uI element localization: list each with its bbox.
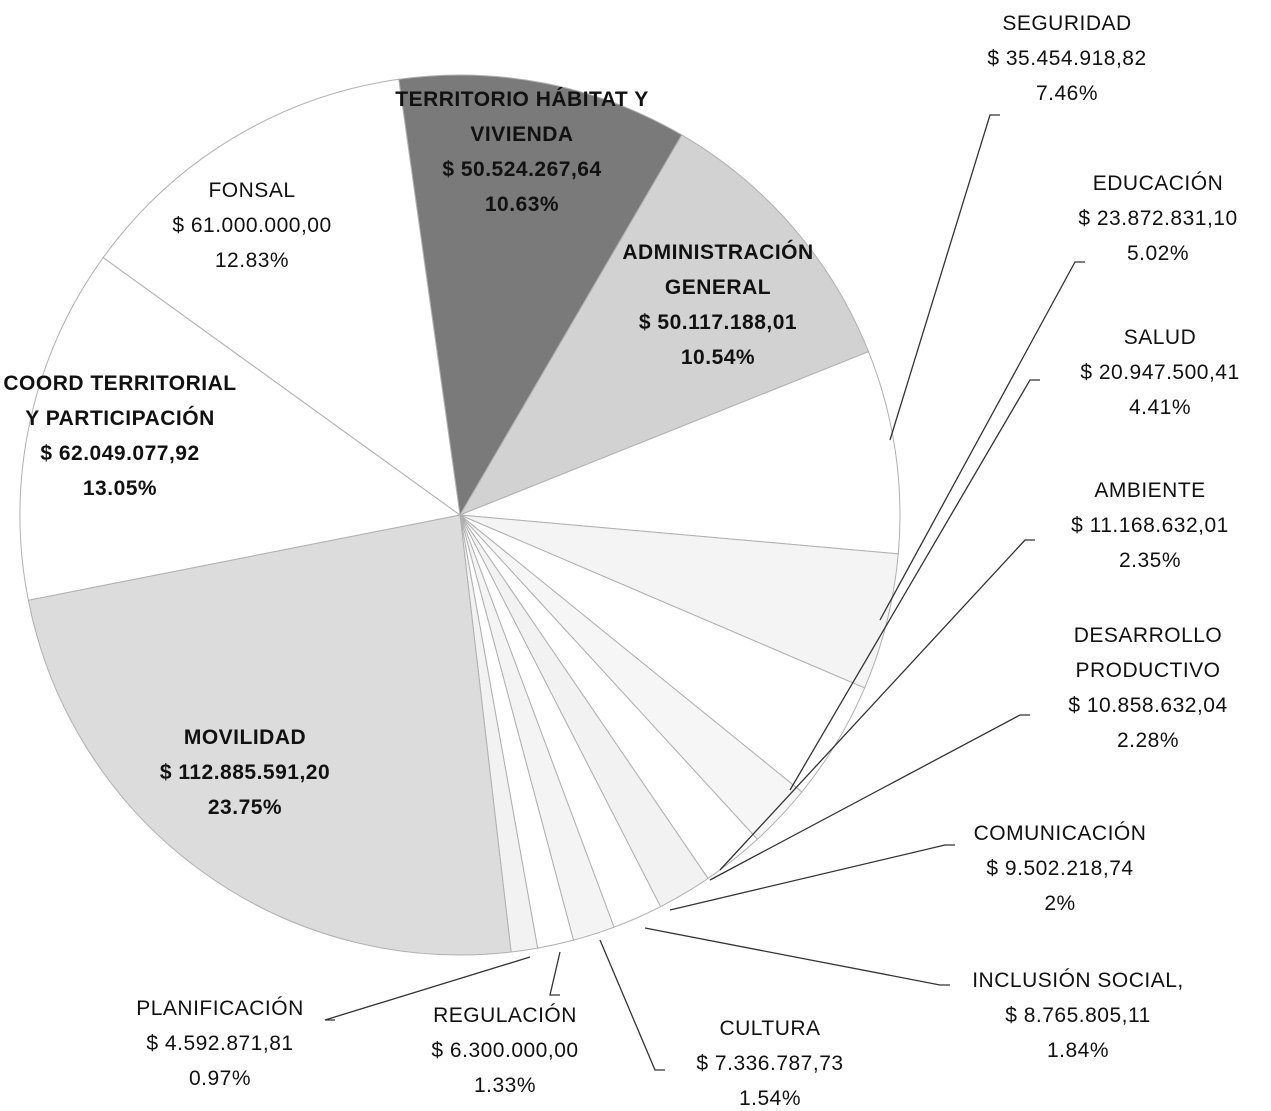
slice-name: CULTURA	[719, 1017, 821, 1040]
slice-amount: $ 6.300.000,00	[431, 1039, 579, 1062]
slice-percent: 2.28%	[1116, 729, 1180, 752]
slice-label: ADMINISTRACIÓN GENERAL $ 50.117.188,01 10.…	[588, 235, 848, 375]
slice-label: SEGURIDAD $ 35.454.918,82 7.46%	[957, 6, 1177, 111]
slice-amount: $ 20.947.500,41	[1080, 361, 1240, 384]
slice-amount: $ 50.524.267,64	[442, 158, 602, 181]
leader-line	[889, 114, 1000, 441]
slice-label: COORD TERRITORIAL Y PARTICIPACIÓN $ 62.04…	[0, 366, 240, 506]
leader-line	[789, 379, 1040, 791]
slice-label: DESARROLLO PRODUCTIVO $ 10.858.632,04 2.28…	[1048, 618, 1248, 758]
slice-name: FONSAL	[208, 179, 296, 202]
slice-name: TERRITORIO HÁBITAT Y VIVIENDA	[395, 88, 649, 146]
slice-amount: $ 4.592.871,81	[146, 1032, 294, 1055]
slice-amount: $ 112.885.591,20	[159, 761, 331, 784]
leader-line	[879, 261, 1085, 621]
pie-slice	[458, 134, 870, 517]
slice-percent: 7.46%	[1035, 82, 1099, 105]
slice-label: EDUCACIÓN $ 23.872.831,10 5.02%	[1048, 166, 1268, 271]
slice-amount: $ 62.049.077,92	[40, 442, 200, 465]
slice-label: SALUD $ 20.947.500,41 4.41%	[1050, 320, 1270, 425]
slice-label: FONSAL $ 61.000.000,00 12.83%	[142, 173, 362, 278]
leader-line	[709, 714, 1030, 881]
leader-line	[599, 939, 665, 1071]
slice-amount: $ 61.000.000,00	[172, 214, 332, 237]
slice-label: AMBIENTE $ 11.168.632,01 2.35%	[1040, 473, 1260, 578]
slice-name: DESARROLLO PRODUCTIVO	[1073, 624, 1223, 682]
pie-slice	[19, 256, 462, 601]
slice-percent: 12.83%	[214, 249, 290, 272]
pie-slice	[398, 74, 683, 517]
slice-amount: $ 8.765.805,11	[1005, 1004, 1151, 1027]
slice-percent: 2%	[1044, 892, 1076, 915]
slice-percent: 5.02%	[1126, 242, 1190, 265]
slice-percent: 4.41%	[1128, 396, 1192, 419]
slice-amount: $ 11.168.632,01	[1071, 514, 1229, 537]
leader-line	[644, 927, 950, 986]
leader-line	[719, 539, 1035, 871]
slice-name: AMBIENTE	[1094, 479, 1206, 502]
pie-slice	[459, 351, 901, 555]
slice-name: SALUD	[1123, 326, 1197, 349]
slice-label: INCLUSIÓN SOCIAL, $ 8.765.805,11 1.84%	[953, 963, 1203, 1068]
slice-percent: 13.05%	[82, 477, 158, 500]
slice-label: COMUNICACIÓN $ 9.502.218,74 2%	[950, 816, 1170, 921]
leader-line	[669, 844, 955, 911]
slice-name: COMUNICACIÓN	[973, 822, 1147, 845]
slice-name: REGULACIÓN	[433, 1004, 577, 1027]
slice-label: CULTURA $ 7.336.787,73 1.54%	[660, 1011, 880, 1111]
slice-percent: 1.54%	[738, 1087, 802, 1110]
pie-slice	[27, 514, 512, 956]
slice-percent: 10.54%	[680, 346, 756, 369]
slice-percent: 1.84%	[1046, 1039, 1110, 1062]
slice-amount: $ 9.502.218,74	[986, 857, 1134, 880]
slice-amount: $ 35.454.918,82	[987, 47, 1147, 70]
slice-amount: $ 10.858.632,04	[1068, 694, 1228, 717]
pie-slice	[102, 78, 461, 517]
slice-name: PLANIFICACIÓN	[136, 997, 304, 1020]
slice-percent: 1.33%	[473, 1074, 537, 1097]
slice-amount: $ 23.872.831,10	[1078, 207, 1238, 230]
slice-name: COORD TERRITORIAL Y PARTICIPACIÓN	[3, 372, 237, 430]
slice-name: INCLUSIÓN SOCIAL,	[972, 969, 1184, 992]
slice-name: ADMINISTRACIÓN GENERAL	[622, 241, 814, 299]
slice-name: MOVILIDAD	[183, 726, 307, 749]
slice-percent: 2.35%	[1118, 549, 1182, 572]
slice-percent: 10.63%	[484, 193, 560, 216]
leader-line	[549, 951, 561, 996]
slice-percent: 0.97%	[188, 1067, 252, 1090]
slice-amount: $ 7.336.787,73	[696, 1052, 844, 1075]
leader-line	[324, 956, 531, 1021]
slice-name: EDUCACIÓN	[1092, 172, 1224, 195]
slice-amount: $ 50.117.188,01	[638, 311, 798, 334]
slice-label: REGULACIÓN $ 6.300.000,00 1.33%	[395, 998, 615, 1103]
slice-percent: 23.75%	[207, 796, 283, 819]
slice-name: SEGURIDAD	[1002, 12, 1132, 35]
slice-label: TERRITORIO HÁBITAT Y VIVIENDA $ 50.524.26…	[372, 82, 672, 222]
slice-label: PLANIFICACIÓN $ 4.592.871,81 0.97%	[110, 991, 330, 1096]
slice-label: MOVILIDAD $ 112.885.591,20 23.75%	[125, 720, 365, 825]
